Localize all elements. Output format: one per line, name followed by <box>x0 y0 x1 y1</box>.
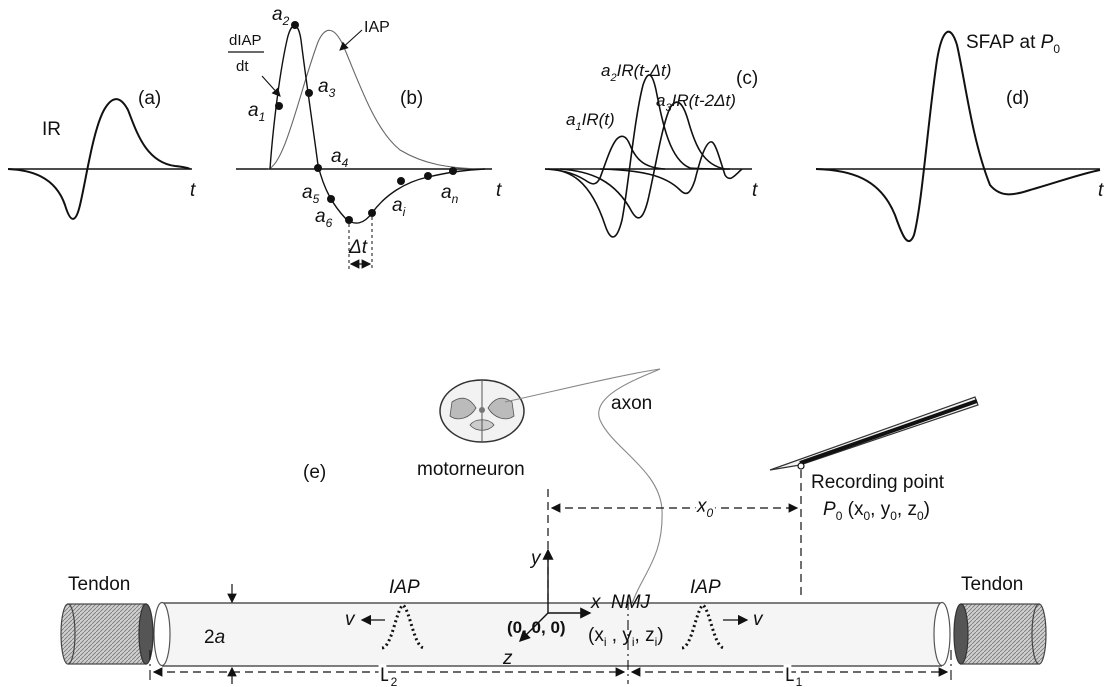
diap-pointer <box>261 75 281 97</box>
panel-a-t: t <box>190 180 196 201</box>
panel-e: (e) motorneuron axon Recording point P0 … <box>60 368 1047 687</box>
sample <box>368 209 376 217</box>
x-label: x <box>590 592 602 613</box>
x0-label: x0 <box>696 496 714 520</box>
diap-numerator: dIAP <box>229 32 262 49</box>
delta-label: Δt <box>348 237 368 258</box>
recording-point-label: Recording point <box>811 472 945 493</box>
panel-d-tag: (d) <box>1006 88 1029 109</box>
p0-coords-label: P0 (x0, y0, z0) <box>823 499 930 523</box>
iap-label: IAP <box>364 19 390 36</box>
diap-denominator: dt <box>236 58 249 75</box>
iap-left-label: IAP <box>389 577 420 598</box>
tendon-right-shape <box>953 603 1047 665</box>
sample-a1 <box>275 102 283 110</box>
label-a4: a4 <box>331 146 349 170</box>
panel-c: a1IR(t) a2IR(t-Δt) a3IR(t-2Δt) (c) t <box>544 61 758 238</box>
label-a5: a5 <box>302 182 320 206</box>
radius-label: 2a <box>204 627 225 648</box>
label-a3-ir: a3IR(t-2Δt) <box>656 91 736 114</box>
scaled-ir-4 <box>599 141 743 195</box>
sfap-label: SFAP at P0 <box>966 32 1060 56</box>
axon-label: axon <box>611 393 652 414</box>
iap-pointer <box>339 29 363 51</box>
sample-an <box>449 167 457 175</box>
tendon-right-label: Tendon <box>961 574 1023 595</box>
motorneuron-label: motorneuron <box>417 459 525 480</box>
nmj-coords: (xi , yi, zi) <box>588 625 664 649</box>
iap-curve <box>267 29 481 170</box>
scaled-ir-1 <box>544 135 666 185</box>
v-right-label: v <box>753 609 764 630</box>
scaled-ir-2 <box>547 74 731 238</box>
recording-needle <box>769 396 979 471</box>
z-axis <box>519 612 549 642</box>
label-a6: a6 <box>315 206 333 230</box>
label-ai: ai <box>392 195 406 219</box>
iap-wave-left <box>381 603 425 650</box>
label-a2-ir: a2IR(t-Δt) <box>601 61 671 84</box>
z-label: z <box>502 648 513 669</box>
sample-a2 <box>291 21 299 29</box>
sample-a6 <box>345 216 353 224</box>
panel-d-t: t <box>1098 180 1104 201</box>
label-an: an <box>441 182 459 206</box>
nmj-label: NMJ <box>611 592 651 613</box>
panel-d: SFAP at P0 (d) t <box>815 30 1104 243</box>
origin-label: (0, 0, 0) <box>507 618 566 637</box>
label-a2: a2 <box>272 4 290 28</box>
label-a1: a1 <box>248 100 265 124</box>
panel-c-tag: (c) <box>736 68 758 89</box>
panel-c-t: t <box>752 180 758 201</box>
ir-curve <box>7 98 191 220</box>
panel-b-t: t <box>496 180 502 201</box>
L2-label: L2 <box>380 665 398 687</box>
panel-a: IR (a) t <box>7 88 196 220</box>
axon-path <box>504 368 663 611</box>
panel-b: a1 a2 a3 a4 a5 a6 ai an dIAP dt IAP (b) … <box>228 4 502 269</box>
panel-e-tag: (e) <box>303 462 326 483</box>
sample-a4 <box>314 164 322 172</box>
y-label: y <box>529 548 542 569</box>
sample <box>424 172 432 180</box>
iap-right-label: IAP <box>690 577 721 598</box>
sfap-curve <box>815 30 1101 243</box>
label-a3: a3 <box>318 76 336 100</box>
scaled-ir-3 <box>559 101 726 219</box>
sample-a3 <box>305 89 313 97</box>
v-left-label: v <box>345 609 356 630</box>
tendon-left-shape <box>60 603 154 665</box>
tendon-left-label: Tendon <box>68 574 130 595</box>
sample-a5 <box>327 195 335 203</box>
L1-label: L1 <box>785 665 803 687</box>
label-a1-ir: a1IR(t) <box>566 110 615 133</box>
motorneuron-icon <box>439 379 525 443</box>
panel-a-tag: (a) <box>138 88 161 109</box>
sample <box>397 177 405 185</box>
ir-label: IR <box>42 119 61 140</box>
iap-wave-right <box>681 603 725 650</box>
panel-b-tag: (b) <box>400 88 423 109</box>
